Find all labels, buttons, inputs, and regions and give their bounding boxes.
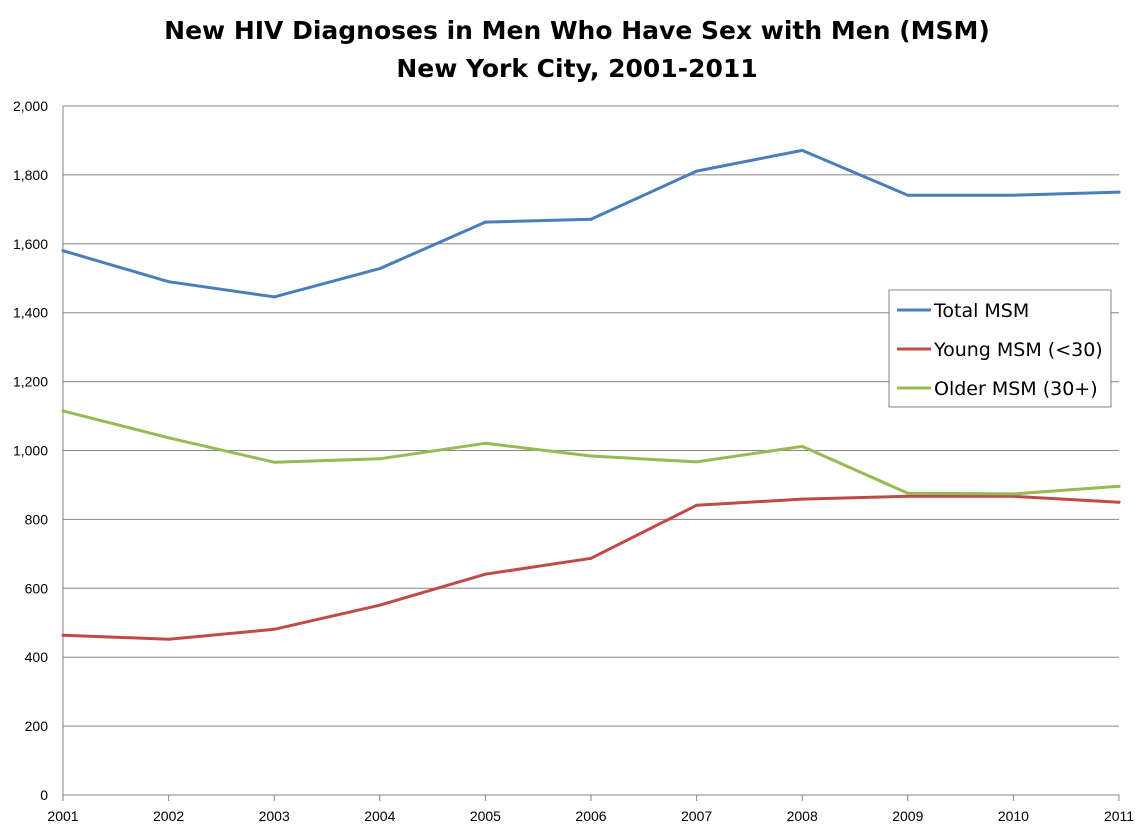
data-point-older-msm-30-2002 xyxy=(167,436,171,440)
y-tick-label-200: 200 xyxy=(25,718,49,734)
data-point-young-msm-30-2006 xyxy=(589,556,593,560)
x-tick-label-2002: 2002 xyxy=(153,808,184,824)
y-tick-label-400: 400 xyxy=(25,649,49,665)
data-point-total-msm-2008 xyxy=(800,148,804,152)
x-tick-label-2010: 2010 xyxy=(998,808,1029,824)
data-point-total-msm-2007 xyxy=(695,169,699,173)
x-tick-label-2005: 2005 xyxy=(470,808,501,824)
y-tick-label-1-800: 1,800 xyxy=(13,167,48,183)
x-tick-label-2007: 2007 xyxy=(681,808,712,824)
legend-label-total-msm: Total MSM xyxy=(933,300,1029,322)
series-line-older-msm-30 xyxy=(61,409,1121,496)
data-point-young-msm-30-2011 xyxy=(1117,500,1121,504)
chart-title-line-1: New HIV Diagnoses in Men Who Have Sex wi… xyxy=(164,16,990,45)
data-point-total-msm-2011 xyxy=(1117,190,1121,194)
x-tick-label-2008: 2008 xyxy=(787,808,818,824)
y-tick-label-1-200: 1,200 xyxy=(13,374,48,390)
legend-label-older-msm: Older MSM (30+) xyxy=(934,378,1098,400)
data-point-total-msm-2009 xyxy=(906,193,910,197)
data-point-total-msm-2004 xyxy=(378,267,382,271)
data-point-total-msm-2002 xyxy=(167,280,171,284)
data-point-older-msm-30-2009 xyxy=(906,491,910,495)
data-point-young-msm-30-2002 xyxy=(167,637,171,641)
data-point-older-msm-30-2008 xyxy=(800,444,804,448)
x-axis-tick-labels: 2001 2002 2003 2004 2005 2006 2007 2008 2009 2010… xyxy=(47,808,1134,824)
data-point-older-msm-30-2004 xyxy=(378,457,382,461)
data-point-total-msm-2001 xyxy=(61,249,65,253)
data-point-total-msm-2010 xyxy=(1011,193,1015,197)
y-tick-label-2-000: 2,000 xyxy=(13,98,48,114)
x-tick-label-2009: 2009 xyxy=(892,808,923,824)
data-point-young-msm-30-2001 xyxy=(61,633,65,637)
legend: Total MSM Young MSM (<30) Older MSM (30+… xyxy=(888,289,1112,408)
x-tick-label-2011: 2011 xyxy=(1104,808,1134,824)
data-point-young-msm-30-2005 xyxy=(483,572,487,576)
data-point-young-msm-30-2003 xyxy=(272,627,276,631)
data-point-older-msm-30-2007 xyxy=(695,460,699,464)
data-point-older-msm-30-2006 xyxy=(589,454,593,458)
data-point-young-msm-30-2007 xyxy=(695,503,699,507)
chart-title-line-2: New York City, 2001-2011 xyxy=(396,54,757,83)
x-tick-label-2001: 2001 xyxy=(47,808,78,824)
data-point-older-msm-30-2001 xyxy=(61,409,65,413)
data-point-older-msm-30-2005 xyxy=(483,441,487,445)
legend-label-young-msm: Young MSM (<30) xyxy=(933,339,1103,361)
x-tick-label-2003: 2003 xyxy=(259,808,290,824)
y-axis-tick-labels: 0 200 400 600 800 1,000 1,200 1,400 1,600 1,800 2,… xyxy=(13,98,48,803)
x-tick-label-2004: 2004 xyxy=(364,808,395,824)
data-point-older-msm-30-2010 xyxy=(1011,492,1015,496)
series-line-young-msm-30 xyxy=(61,494,1121,641)
data-point-older-msm-30-2003 xyxy=(272,460,276,464)
gridlines xyxy=(63,105,1119,727)
data-point-total-msm-2003 xyxy=(272,295,276,299)
y-tick-label-600: 600 xyxy=(25,580,49,596)
data-point-total-msm-2006 xyxy=(589,217,593,221)
y-tick-label-1-000: 1,000 xyxy=(13,443,48,459)
data-point-young-msm-30-2009 xyxy=(906,494,910,498)
data-point-young-msm-30-2004 xyxy=(378,603,382,607)
data-point-older-msm-30-2011 xyxy=(1117,484,1121,488)
data-point-young-msm-30-2008 xyxy=(800,497,804,501)
series-lines xyxy=(61,148,1121,641)
y-tick-label-1-400: 1,400 xyxy=(13,305,48,321)
series-line-total-msm xyxy=(61,148,1121,299)
data-point-young-msm-30-2010 xyxy=(1011,494,1015,498)
data-point-total-msm-2005 xyxy=(483,220,487,224)
y-tick-label-800: 800 xyxy=(25,511,49,527)
x-tick-label-2006: 2006 xyxy=(575,808,606,824)
y-tick-label-0: 0 xyxy=(40,787,48,803)
axes xyxy=(62,106,1120,801)
y-tick-label-1-600: 1,600 xyxy=(13,236,48,252)
